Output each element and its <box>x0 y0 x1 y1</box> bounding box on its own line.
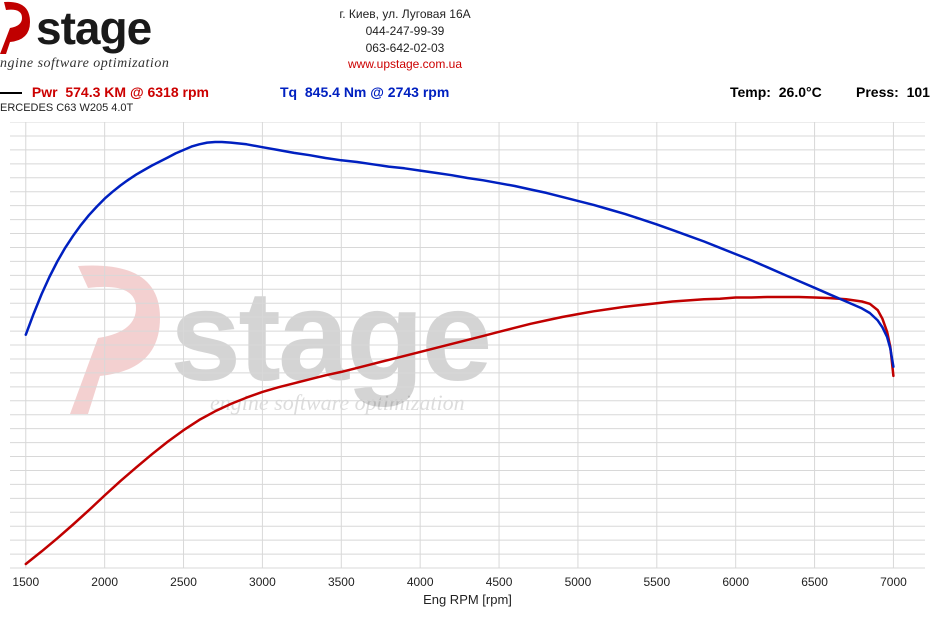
vehicle-name: ERCEDES C63 W205 4.0T <box>0 102 133 114</box>
svg-text:6000: 6000 <box>722 575 749 589</box>
svg-text:6500: 6500 <box>801 575 828 589</box>
svg-text:2000: 2000 <box>91 575 118 589</box>
contact-site: www.upstage.com.ua <box>305 56 505 73</box>
dyno-sheet: { "brand": { "name": "stage", "tagline":… <box>0 0 933 622</box>
legend-dash-icon <box>0 92 22 94</box>
svg-text:7000: 7000 <box>880 575 907 589</box>
pwr-label: Pwr <box>32 84 58 100</box>
svg-text:5000: 5000 <box>565 575 592 589</box>
press-label: Press: <box>856 84 899 100</box>
temp-value: 26.0°C <box>779 84 822 100</box>
svg-text:3500: 3500 <box>328 575 355 589</box>
svg-text:stage: stage <box>36 2 152 54</box>
contact-phone-2: 063-642-02-03 <box>305 40 505 57</box>
temp-readout: Temp: 26.0°C <box>730 84 822 100</box>
contact-address: г. Киев, ул. Луговая 16А <box>305 6 505 23</box>
contact-phone-1: 044-247-99-39 <box>305 23 505 40</box>
torque-readout: Tq 845.4 Nm @ 2743 rpm <box>280 84 449 100</box>
svg-text:4000: 4000 <box>407 575 434 589</box>
press-readout: Press: 101 <box>856 84 930 100</box>
power-readout: Pwr 574.3 KM @ 6318 rpm <box>0 84 209 100</box>
svg-text:2500: 2500 <box>170 575 197 589</box>
press-value: 101 <box>907 84 930 100</box>
tq-value: 845.4 Nm @ 2743 rpm <box>305 84 449 100</box>
contact-block: г. Киев, ул. Луговая 16А 044-247-99-39 0… <box>305 6 505 73</box>
dyno-chart: 1500 2000 2500 3000 3500 4000 4500 5000 5500 6000… <box>0 122 933 618</box>
temp-label: Temp: <box>730 84 771 100</box>
svg-text:5500: 5500 <box>643 575 670 589</box>
logo: stage <box>0 0 260 56</box>
header: stage ngine software optimization г. Кие… <box>0 0 933 115</box>
tagline: ngine software optimization <box>0 56 169 72</box>
svg-text:Eng RPM [rpm]: Eng RPM [rpm] <box>423 592 512 607</box>
svg-text:1500: 1500 <box>12 575 39 589</box>
svg-text:4500: 4500 <box>486 575 513 589</box>
pwr-value: 574.3 KM @ 6318 rpm <box>65 84 209 100</box>
svg-text:3000: 3000 <box>249 575 276 589</box>
tq-label: Tq <box>280 84 297 100</box>
